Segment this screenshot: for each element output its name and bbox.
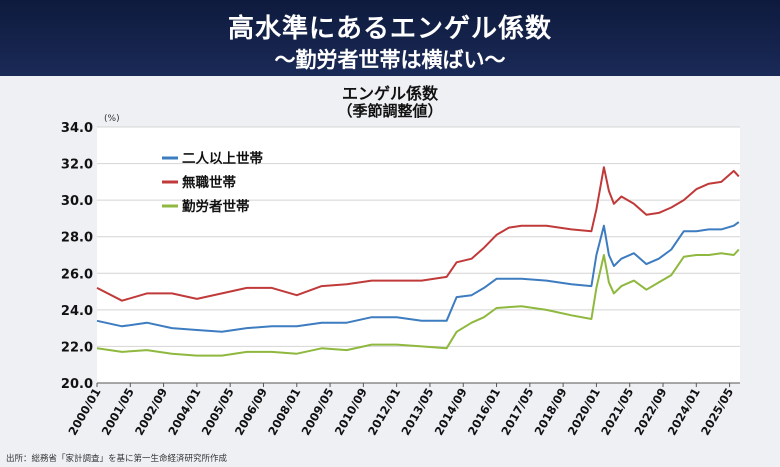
y-tick-label: 32.0 <box>61 158 93 173</box>
y-tick-label: 30.0 <box>61 194 93 209</box>
series-line-0 <box>96 221 740 333</box>
x-tick-label: 2018/09 <box>531 386 569 438</box>
y-tick-label: 28.0 <box>61 231 93 246</box>
legend-label: 無職世帯 <box>182 174 236 191</box>
x-tick-label: 2006/09 <box>232 386 270 438</box>
y-tick-label: 26.0 <box>61 267 93 282</box>
x-tick-label: 2022/09 <box>631 386 669 438</box>
x-axis-ticks: 2000/012001/052002/092004/012005/052006/… <box>65 383 736 438</box>
source-note: 出所：総務省「家計調査」を基に第一生命経済研究所作成 <box>6 454 228 464</box>
header-banner: 高水準にあるエンゲル係数 〜勤労者世帯は横ばい〜 <box>0 0 780 76</box>
chart-title: エンゲル係数 <box>341 84 438 103</box>
header-subtitle: 〜勤労者世帯は横ばい〜 <box>274 48 506 72</box>
plot-area <box>97 127 740 383</box>
y-axis-unit: (%) <box>104 114 120 124</box>
grid-lines <box>97 126 740 384</box>
x-tick-label: 2005/05 <box>199 386 237 438</box>
x-tick-label: 2009/05 <box>298 386 336 438</box>
x-tick-label: 2021/05 <box>598 386 636 438</box>
x-tick-label: 2020/01 <box>565 386 603 438</box>
chart-subtitle: （季節調整値） <box>337 102 443 120</box>
x-tick-label: 2013/05 <box>398 386 436 438</box>
x-tick-label: 2016/01 <box>465 385 503 437</box>
x-tick-label: 2014/09 <box>432 386 470 438</box>
x-tick-label: 2000/01 <box>65 386 103 438</box>
x-tick-label: 2017/05 <box>498 386 536 438</box>
x-tick-label: 2025/05 <box>698 386 736 438</box>
y-axis-ticks: 20.0 22.0 24.0 26.0 28.0 30.0 32.0 34.0 <box>61 121 93 392</box>
header-title: 高水準にあるエンゲル係数 <box>227 14 552 44</box>
x-tick-label: 2010/09 <box>332 386 370 438</box>
legend-label: 勤労者世帯 <box>182 198 250 215</box>
x-tick-label: 2004/01 <box>165 386 203 438</box>
x-tick-label: 2012/01 <box>365 386 403 438</box>
x-tick-label: 2008/01 <box>265 386 303 438</box>
y-tick-label: 20.0 <box>61 377 93 392</box>
x-tick-label: 2002/09 <box>132 386 170 438</box>
series-lines <box>96 166 740 357</box>
y-tick-label: 22.0 <box>61 340 93 355</box>
series-line-2 <box>96 248 740 357</box>
y-tick-label: 24.0 <box>61 304 93 319</box>
x-tick-label: 2001/05 <box>99 386 137 438</box>
y-tick-label: 34.0 <box>61 121 93 136</box>
legend-label: 二人以上世帯 <box>182 150 263 167</box>
x-tick-label: 2024/01 <box>665 386 703 438</box>
series-line-1 <box>96 166 740 302</box>
